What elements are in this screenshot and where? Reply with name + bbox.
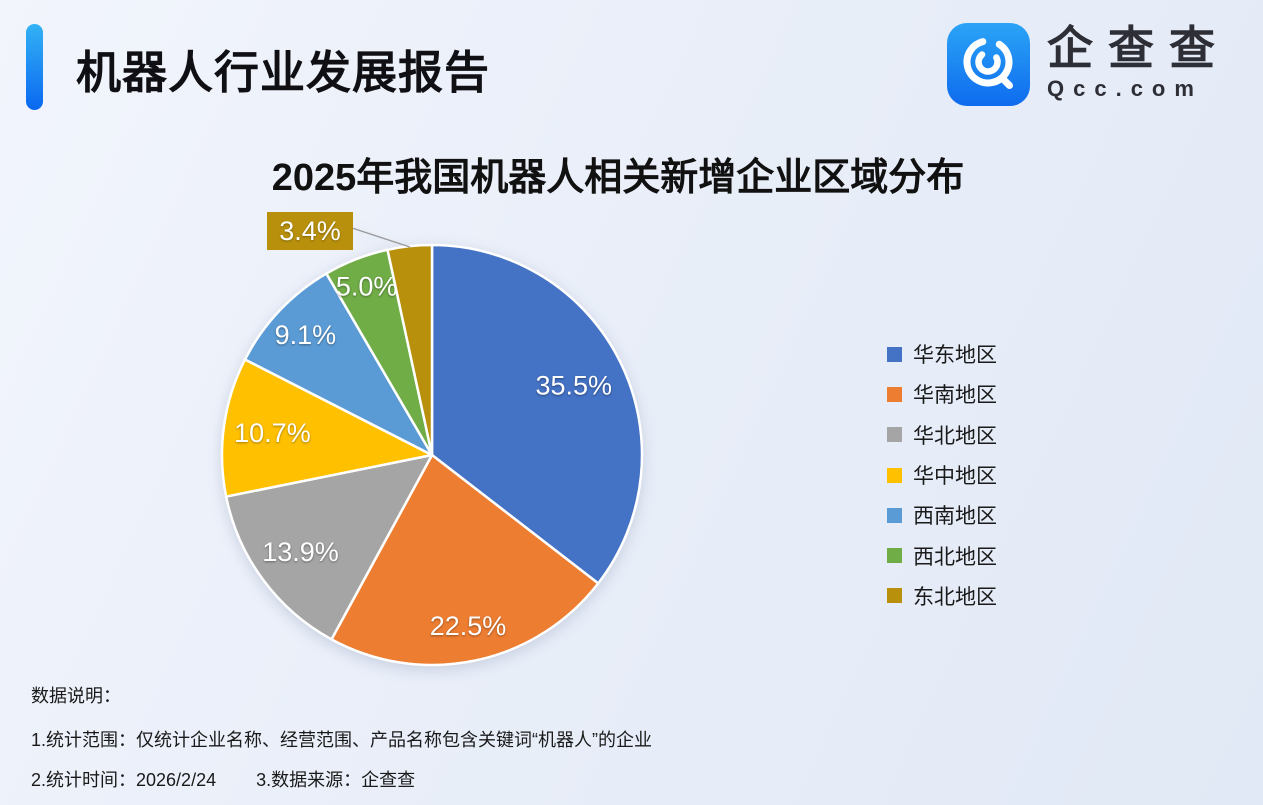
qcc-logo: 企查查 Qcc.com xyxy=(947,23,1230,106)
callout-label: 3.4% xyxy=(279,215,341,246)
qcc-magnifier-icon xyxy=(947,23,1030,106)
footer-note-scope: 1.统计范围：仅统计企业名称、经营范围、产品名称包含关键词“机器人”的企业 xyxy=(31,730,652,750)
footer-note-source: 3.数据来源：企查查 xyxy=(256,770,416,790)
pie-slice-华北地区 xyxy=(224,453,434,641)
pie-slice-label: 35.5% xyxy=(535,370,612,400)
qcc-logo-text: 企查查 Qcc.com xyxy=(1047,23,1230,106)
pie-slice-label: 5.0% xyxy=(336,272,398,302)
pie-slice-label: 22.5% xyxy=(430,611,507,641)
legend-swatch xyxy=(887,588,902,604)
smallest-slice-callout: 3.4% xyxy=(267,212,353,250)
chart-legend: 华东地区华南地区华北地区华中地区西南地区西北地区东北地区 xyxy=(887,334,997,616)
pie-slice-label: 10.7% xyxy=(234,418,311,448)
qcc-logo-name: 企查查 xyxy=(1047,22,1230,74)
qcc-logo-domain: Qcc.com xyxy=(1047,75,1203,101)
legend-item-西北地区: 西北地区 xyxy=(887,535,997,575)
pie-slice-华中地区 xyxy=(220,358,434,498)
legend-label: 华北地区 xyxy=(913,424,997,448)
pie-chart: 35.5% 22.5% 13.9% 10.7% 9.1% 5.0% xyxy=(202,225,662,685)
legend-label: 西南地区 xyxy=(913,505,997,529)
legend-swatch xyxy=(887,386,902,402)
legend-item-华中地区: 华中地区 xyxy=(887,455,997,495)
legend-swatch xyxy=(887,467,902,483)
title-accent-bar xyxy=(26,24,43,110)
pie-slice-华南地区 xyxy=(330,453,600,667)
legend-item-东北地区: 东北地区 xyxy=(887,576,997,616)
pie-slice-华东地区 xyxy=(430,243,644,585)
pie-slice-西南地区 xyxy=(243,272,434,457)
footer-heading: 数据说明： xyxy=(31,686,121,706)
legend-item-华南地区: 华南地区 xyxy=(887,374,997,414)
chart-title: 2025年我国机器人相关新增企业区域分布 xyxy=(271,157,965,199)
pie-slice-label: 9.1% xyxy=(275,320,337,350)
callout-leader-line xyxy=(351,227,411,248)
legend-label: 华中地区 xyxy=(913,465,997,489)
legend-label: 东北地区 xyxy=(913,585,997,609)
legend-swatch xyxy=(887,507,902,523)
report-title: 机器人行业发展报告 xyxy=(76,47,491,98)
footer-note-row: 2.统计时间：2026/2/24 3.数据来源：企查查 xyxy=(31,766,415,792)
legend-swatch xyxy=(887,548,902,564)
pie-slice-label: 13.9% xyxy=(262,537,339,567)
legend-swatch xyxy=(887,427,902,443)
legend-item-西南地区: 西南地区 xyxy=(887,495,997,535)
legend-label: 西北地区 xyxy=(913,545,997,569)
legend-label: 华南地区 xyxy=(913,384,997,408)
footer-note-time: 2.统计时间：2026/2/24 xyxy=(31,770,217,790)
legend-item-华北地区: 华北地区 xyxy=(887,415,997,455)
legend-item-华东地区: 华东地区 xyxy=(887,334,997,374)
legend-label: 华东地区 xyxy=(913,344,997,368)
legend-swatch xyxy=(887,346,902,362)
